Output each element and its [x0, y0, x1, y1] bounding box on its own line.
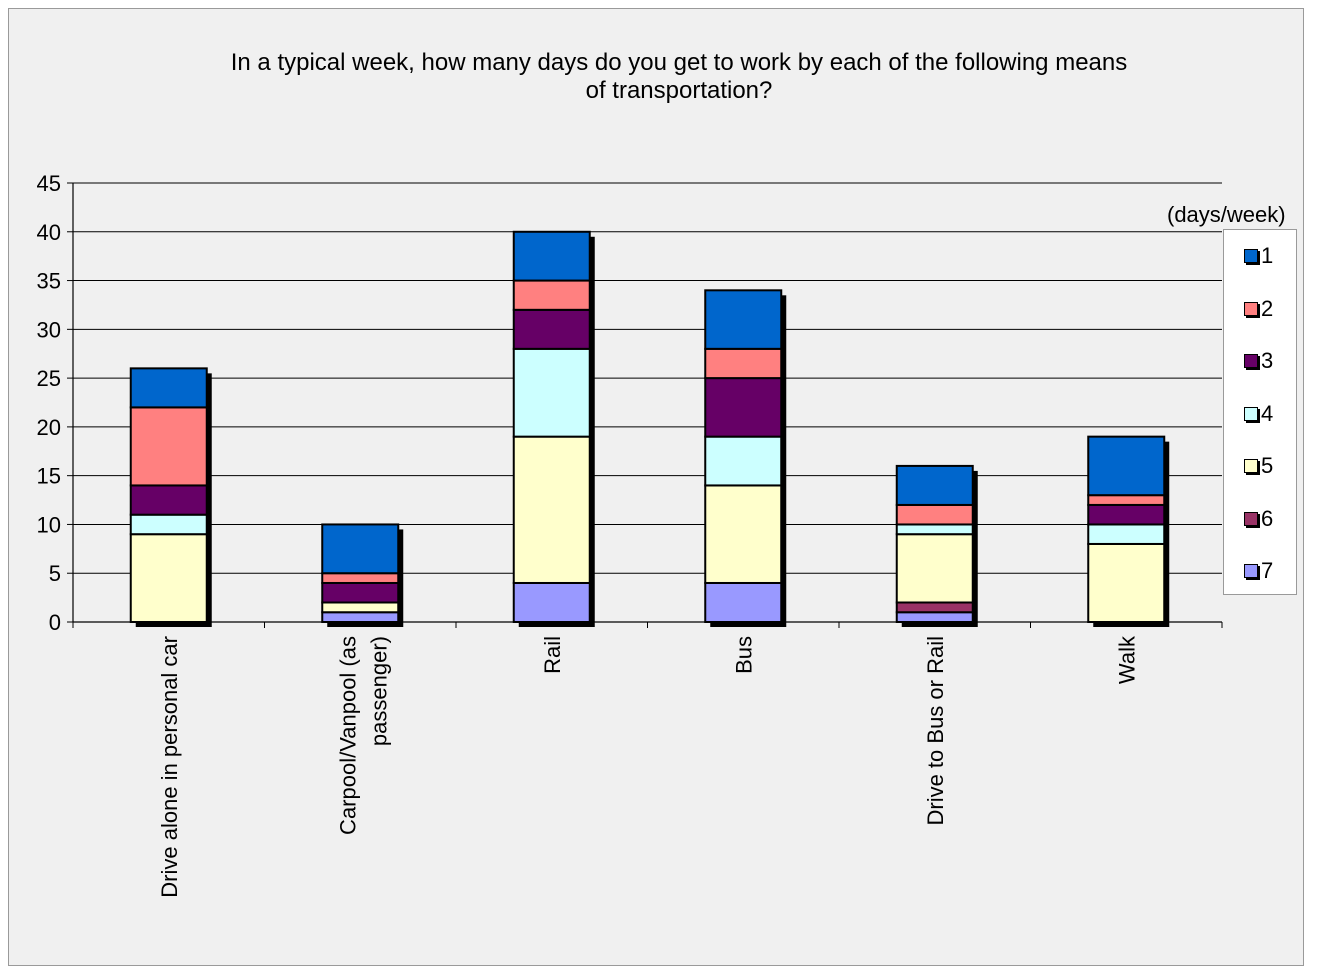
legend-item: 4	[1244, 401, 1273, 427]
bar-segment	[895, 533, 974, 604]
bar-segment	[704, 289, 783, 350]
bar-segment	[129, 406, 208, 487]
chart-title-line-1: In a typical week, how many days do you …	[230, 49, 1128, 76]
bar-segment	[512, 435, 591, 584]
bar-segment	[1087, 494, 1166, 506]
bar-segment	[704, 435, 783, 487]
legend-swatch	[1244, 564, 1258, 578]
bar-segment	[321, 581, 400, 604]
bar-segment	[129, 513, 208, 536]
y-tick-label: 10	[37, 512, 61, 537]
bar-segment	[129, 367, 208, 409]
legend-swatch	[1244, 406, 1258, 421]
y-tick-label: 25	[37, 366, 61, 391]
y-tick-label: 40	[37, 220, 61, 245]
legend-item: 2	[1244, 296, 1273, 322]
legend-item: 7	[1244, 558, 1273, 584]
x-tick-label: Drive to Bus or Rail	[923, 636, 948, 826]
legend-swatch	[1244, 301, 1258, 316]
bar-segment	[1087, 503, 1166, 526]
bar-segment	[895, 464, 974, 506]
chart-plot: 0 5 10 15 20 25 30 35 40 45 Drive alone in persona…	[37, 171, 1223, 898]
legend-label: 4	[1261, 400, 1274, 426]
legend-label: 3	[1261, 348, 1274, 373]
y-tick-label: 20	[37, 415, 61, 440]
legend-label: 2	[1261, 295, 1274, 321]
y-tick-label: 5	[49, 561, 61, 586]
bar-segment	[1087, 523, 1166, 545]
chart-area: 0 5 10 15 20 25 30 35 40 45 Drive alone in persona…	[8, 8, 1304, 966]
y-tick-label: 15	[37, 464, 61, 489]
x-tick-label: Rail	[540, 636, 565, 674]
y-tick-label: 30	[37, 317, 61, 342]
bar-segment	[704, 581, 783, 624]
bar-segment	[704, 377, 783, 438]
bar-segment	[895, 601, 974, 614]
legend-label: 5	[1261, 453, 1274, 478]
x-tick-label: Drive alone in personal car	[157, 636, 182, 898]
bar-segment	[1087, 435, 1166, 497]
legend-item: 1	[1244, 243, 1273, 269]
x-tick-label: Walk	[1114, 635, 1139, 684]
bar-segment	[895, 503, 974, 526]
y-tick-label: 35	[37, 269, 61, 294]
bar-segment	[512, 347, 591, 438]
legend-label: 7	[1261, 558, 1274, 583]
legend-swatch	[1244, 511, 1258, 526]
chart-title-line-2: of transportation?	[585, 77, 773, 104]
legend-item: 6	[1244, 506, 1273, 532]
y-tick-label: 45	[37, 171, 61, 196]
legend-swatch	[1244, 459, 1258, 473]
bar-segment	[512, 279, 591, 311]
legend-title: (days/week)	[1167, 202, 1286, 227]
legend-item: 3	[1244, 348, 1273, 374]
bar-segment	[321, 611, 400, 624]
bar-segment	[895, 523, 974, 536]
legend-label: 1	[1261, 243, 1274, 268]
bar-segment	[1087, 542, 1166, 624]
bar-segment	[512, 308, 591, 350]
legend: 1 2 3 4 5 6 7	[1223, 229, 1297, 595]
bar-segment	[129, 533, 208, 624]
bar-segment	[321, 523, 400, 575]
bar-segment	[129, 484, 208, 516]
bar-segment	[704, 484, 783, 584]
chart-title: In a typical week, how many days do you …	[169, 49, 1189, 105]
bar-segment	[512, 230, 591, 282]
bar-segment	[321, 601, 400, 614]
bar-segment	[512, 581, 591, 624]
legend-swatch	[1244, 354, 1258, 368]
legend-label: 6	[1261, 505, 1274, 531]
bar-segment	[321, 572, 400, 584]
x-tick-label: Bus	[731, 636, 756, 674]
x-tick-label: Carpool/Vanpool (as passenger)	[335, 636, 391, 835]
legend-swatch	[1244, 249, 1258, 263]
bar-segment	[895, 611, 974, 624]
bar-segment	[704, 347, 783, 380]
y-tick-label: 0	[49, 610, 61, 635]
legend-item: 5	[1244, 453, 1273, 479]
